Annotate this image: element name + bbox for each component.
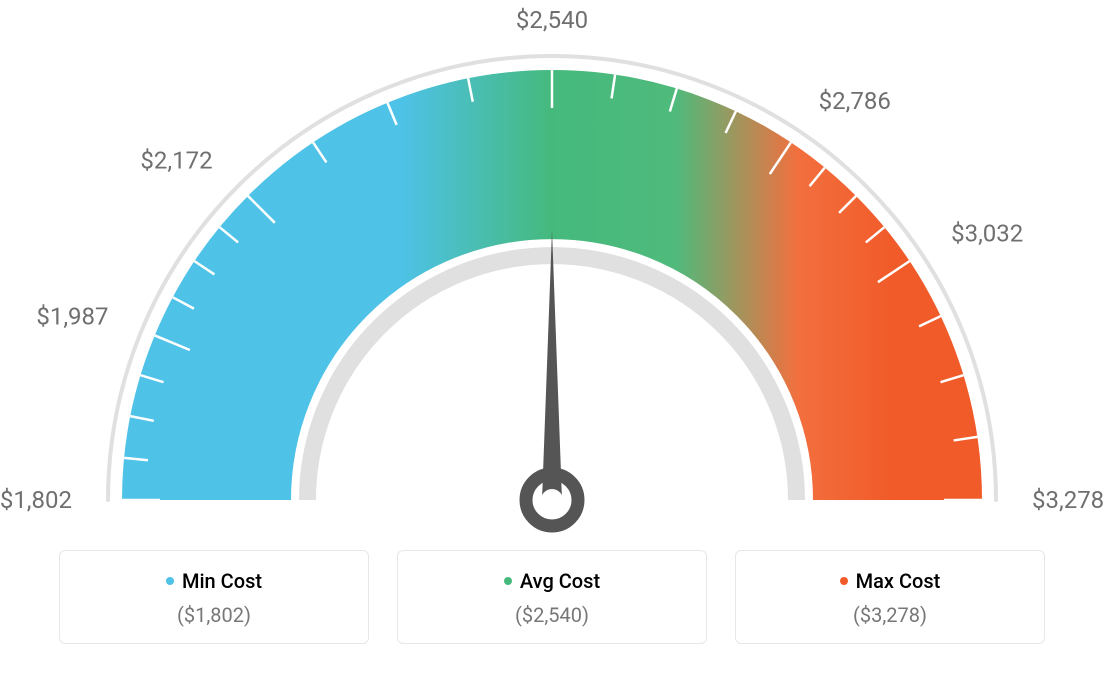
legend-value-avg: ($2,540) (418, 603, 686, 627)
legend-title-avg-text: Avg Cost (520, 569, 600, 593)
gauge-svg: $1,802 $1,987 $2,172 $2,540 $2,786 $3,032 $3,2… (0, 0, 1104, 560)
gauge-tick-label: $1,987 (36, 302, 108, 330)
dot-avg (504, 577, 512, 585)
legend-card-avg: Avg Cost ($2,540) (397, 550, 707, 644)
legend-title-max: Max Cost (756, 569, 1024, 593)
dot-min (166, 577, 174, 585)
gauge-tick-label: $2,786 (819, 87, 891, 115)
legend-title-avg: Avg Cost (418, 569, 686, 593)
gauge-tick-label: $3,278 (1032, 486, 1104, 514)
legend-title-min-text: Min Cost (182, 569, 262, 593)
legend-card-max: Max Cost ($3,278) (735, 550, 1045, 644)
legend-row: Min Cost ($1,802) Avg Cost ($2,540) Max … (0, 550, 1104, 644)
chart-container: $1,802 $1,987 $2,172 $2,540 $2,786 $3,032 $3,2… (0, 0, 1104, 690)
dot-max (840, 577, 848, 585)
gauge-tick-label: $2,172 (140, 147, 212, 175)
gauge-area: $1,802 $1,987 $2,172 $2,540 $2,786 $3,032 $3,2… (0, 0, 1104, 560)
legend-value-min: ($1,802) (80, 603, 348, 627)
gauge-tick-label: $2,540 (516, 6, 588, 34)
legend-card-min: Min Cost ($1,802) (59, 550, 369, 644)
gauge-tick-label: $3,032 (951, 219, 1023, 247)
legend-value-max: ($3,278) (756, 603, 1024, 627)
legend-title-max-text: Max Cost (856, 569, 941, 593)
gauge-tick-label: $1,802 (0, 486, 72, 514)
legend-title-min: Min Cost (80, 569, 348, 593)
